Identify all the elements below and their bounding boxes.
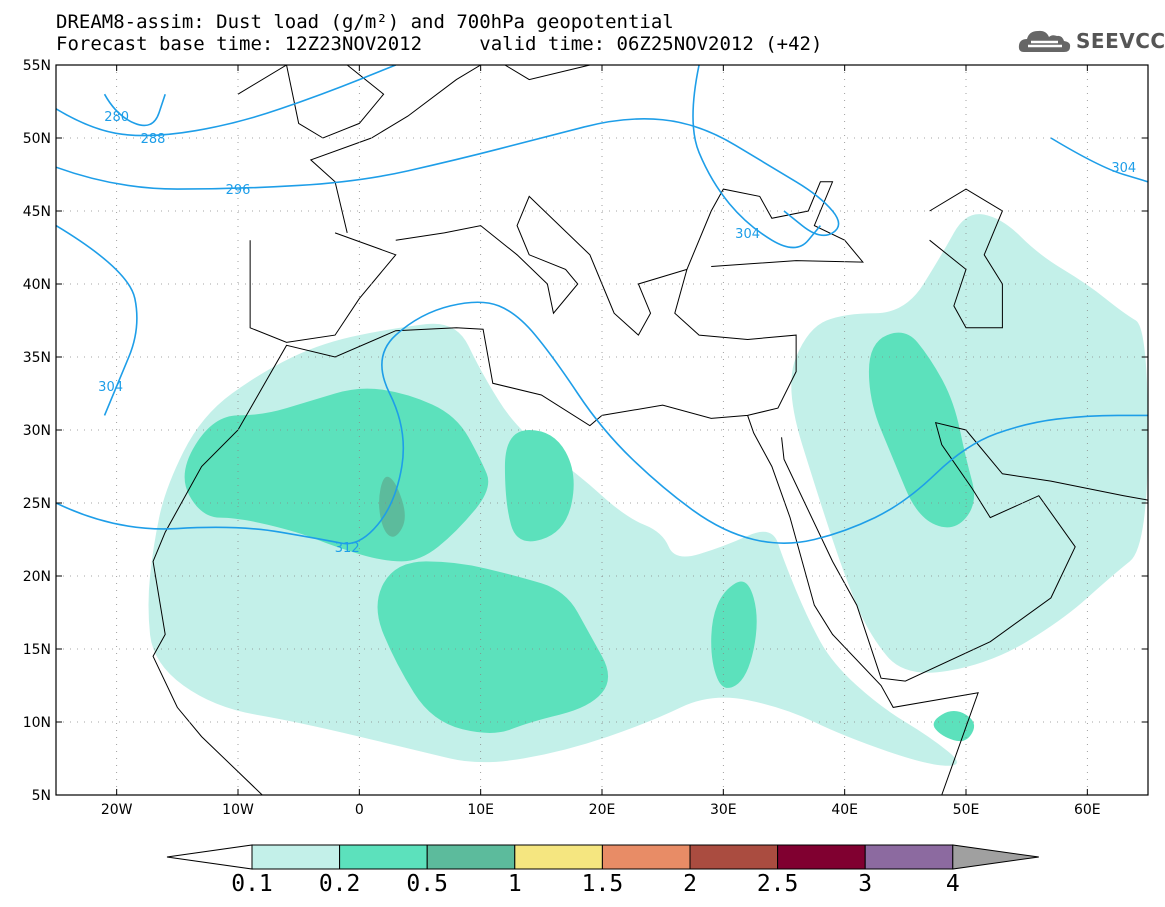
contour-label: 288 bbox=[141, 132, 166, 147]
map-plot-area: 280 288 296 304 304 304 312 bbox=[56, 65, 1148, 795]
dust-region-0_2 bbox=[377, 561, 609, 733]
dust-region-0_5 bbox=[379, 476, 405, 537]
contour-label: 304 bbox=[735, 227, 760, 242]
lat-tick-label: 5N bbox=[32, 788, 51, 804]
seevccc-logo: SEEVCCC bbox=[1018, 24, 1165, 58]
colorbar-swatch bbox=[514, 844, 603, 870]
dust-region-0_1 bbox=[791, 214, 1148, 673]
coastline bbox=[152, 195, 797, 795]
lat-tick-label: 25N bbox=[23, 496, 51, 512]
contour-label: 312 bbox=[335, 541, 360, 556]
map-title-line-2: Forecast base time: 12Z23NOV2012 valid t… bbox=[56, 34, 822, 54]
contour-line-280 bbox=[103, 93, 166, 127]
lat-tick-label: 40N bbox=[23, 277, 51, 293]
lat-tick-label: 30N bbox=[23, 423, 51, 439]
dust-region-0_2 bbox=[711, 581, 757, 688]
coastline bbox=[504, 65, 591, 81]
lat-tick-label: 55N bbox=[23, 58, 51, 74]
lon-tick-label: 50E bbox=[953, 802, 980, 818]
contour-line-296 bbox=[56, 118, 840, 237]
colorbar-swatch bbox=[689, 844, 779, 870]
lon-tick-label: 40E bbox=[831, 802, 858, 818]
contour-label: 304 bbox=[1111, 161, 1136, 176]
lat-tick-label: 50N bbox=[23, 131, 51, 147]
coastline bbox=[747, 415, 979, 795]
colorbar-label: 2.5 bbox=[757, 871, 799, 897]
dust-region-0_2 bbox=[868, 332, 975, 528]
logo-text: SEEVCCC bbox=[1076, 29, 1165, 53]
dust-region-0_2 bbox=[504, 430, 574, 542]
colorbar-swatch bbox=[777, 844, 866, 870]
dust-region-0_2 bbox=[184, 388, 489, 562]
colorbar-label: 0.2 bbox=[319, 871, 361, 897]
map-title-line-1: DREAM8-assim: Dust load (g/m²) and 700hP… bbox=[56, 11, 674, 33]
cloud-icon bbox=[1018, 30, 1071, 52]
grid-lines bbox=[56, 65, 1148, 795]
colorbar-max-arrow bbox=[952, 844, 1039, 870]
colorbar: 0.1 0.2 0.5 1 1.5 2 2.5 3 4 bbox=[166, 844, 1039, 897]
contour-line-304 bbox=[1050, 137, 1148, 183]
lon-tick-label: 10W bbox=[222, 802, 254, 818]
lon-tick-label: 20E bbox=[589, 802, 616, 818]
lon-tick-label: 60E bbox=[1074, 802, 1101, 818]
lat-tick-label: 10N bbox=[23, 715, 51, 731]
contour-label: 296 bbox=[226, 183, 251, 198]
colorbar-swatch bbox=[864, 844, 954, 870]
contour-line-304 bbox=[56, 224, 138, 416]
lat-tick-label: 20N bbox=[23, 569, 51, 585]
lon-tick-label: 20W bbox=[101, 802, 133, 818]
colorbar-min-arrow bbox=[166, 844, 253, 870]
contour-line-288 bbox=[56, 65, 397, 137]
contour-label: 304 bbox=[98, 380, 123, 395]
colorbar-label: 1 bbox=[508, 871, 522, 897]
colorbar-label: 1.5 bbox=[582, 871, 624, 897]
colorbar-label: 2 bbox=[683, 871, 697, 897]
colorbar-label: 4 bbox=[946, 871, 960, 897]
dust-load-layer bbox=[148, 214, 1148, 766]
lat-tick-label: 35N bbox=[23, 350, 51, 366]
colorbar-swatch bbox=[251, 844, 341, 870]
lon-tick-label: 10E bbox=[467, 802, 494, 818]
forecast-base-time: Forecast base time: 12Z23NOV2012 bbox=[56, 33, 423, 55]
lat-tick-label: 15N bbox=[23, 642, 51, 658]
colorbar-swatch bbox=[339, 844, 428, 870]
colorbar-label: 0.5 bbox=[406, 871, 448, 897]
dust-region-0_2 bbox=[933, 711, 975, 742]
coastline bbox=[686, 181, 864, 270]
colorbar-label: 0.1 bbox=[231, 871, 273, 897]
contour-line-312 bbox=[56, 301, 1148, 545]
lon-tick-label: 30E bbox=[710, 802, 737, 818]
colorbar-label: 3 bbox=[858, 871, 872, 897]
valid-time: valid time: 06Z25NOV2012 (+42) bbox=[479, 33, 823, 55]
coastline bbox=[781, 422, 1148, 682]
coastline bbox=[237, 65, 385, 139]
lat-tick-label: 45N bbox=[23, 204, 51, 220]
coastline bbox=[929, 188, 1004, 329]
colorbar-swatch bbox=[426, 844, 516, 870]
lon-tick-label: 0 bbox=[355, 802, 364, 818]
contour-line-304 bbox=[692, 65, 822, 249]
coastline bbox=[249, 232, 397, 343]
geopotential-contours: 280 288 296 304 304 304 312 bbox=[56, 65, 1148, 556]
contour-label: 280 bbox=[104, 110, 129, 125]
map-axes: 20W 10W 0 10E 20E 30E 40E 50E 60E 5N 10N 15N 20N 25N 3… bbox=[23, 58, 1148, 818]
colorbar-swatch bbox=[601, 844, 691, 870]
coastline bbox=[309, 65, 481, 234]
